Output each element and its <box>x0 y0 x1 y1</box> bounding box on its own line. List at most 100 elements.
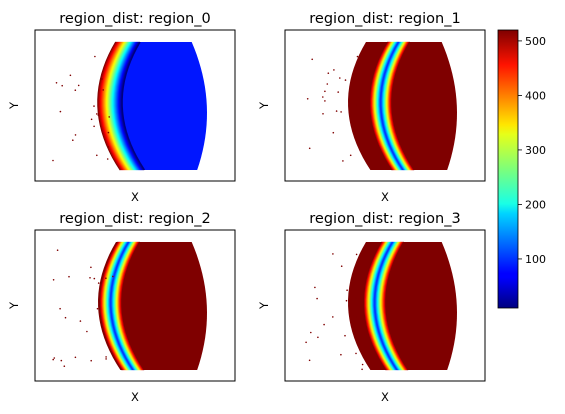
distance-band-line <box>381 41 406 171</box>
colorbar-tick-label: 300 <box>525 144 546 157</box>
distance-band-line <box>108 241 132 371</box>
distance-band-line <box>371 41 396 171</box>
panel-title: region_dist: region_3 <box>309 211 460 227</box>
outlier-point <box>79 320 82 322</box>
distance-band-line <box>120 241 145 371</box>
distance-band-line <box>386 41 411 171</box>
distance-band-line <box>382 241 407 371</box>
panel-2: region_dist: region_2 X Y <box>7 211 236 404</box>
distance-band-line <box>103 41 128 171</box>
x-axis-label: X <box>381 390 389 404</box>
distance-band-line <box>119 41 144 171</box>
distance-band-line <box>117 241 142 371</box>
outlier-point <box>97 282 100 284</box>
distance-band-line <box>118 41 143 171</box>
x-axis-label: X <box>131 190 139 204</box>
distance-band-line <box>120 41 145 171</box>
outlier-point <box>356 104 359 106</box>
distance-band-line <box>369 241 394 371</box>
distance-band-line <box>108 241 133 371</box>
outlier-point <box>361 363 364 366</box>
distance-band-line <box>108 41 133 171</box>
outlier-point <box>316 297 318 300</box>
distance-band-line <box>121 241 146 371</box>
outlier-point <box>356 55 359 58</box>
distance-band-line <box>113 241 138 371</box>
outlier-point <box>346 289 348 292</box>
distance-band-line <box>109 241 134 371</box>
outlier-point <box>358 96 361 99</box>
outlier-point <box>112 275 114 278</box>
distance-band-line <box>116 41 141 171</box>
outlier-point <box>94 55 96 58</box>
distance-band-line <box>387 41 412 171</box>
distance-band-line <box>113 41 138 171</box>
colorbar-tick-label: 400 <box>525 89 546 102</box>
outlier-point <box>340 265 343 268</box>
distance-band-line <box>115 41 140 171</box>
distance-band-line <box>378 41 403 171</box>
distance-band-line <box>378 241 403 371</box>
distance-band-line <box>109 41 134 171</box>
axes-frame <box>284 229 486 382</box>
colorbar: 100 200 300 400 500 <box>497 29 546 309</box>
panel-0: region_dist: region_0 X Y <box>7 11 236 204</box>
distance-band-line <box>100 41 124 171</box>
distance-band-line <box>99 241 124 371</box>
distance-band-line <box>365 241 389 371</box>
outlier-point <box>93 105 95 107</box>
distance-band-line <box>104 241 129 371</box>
distance-band-line <box>118 241 143 371</box>
outlier-point <box>74 356 77 359</box>
outlier-point <box>59 307 61 310</box>
outlier-point <box>105 277 107 280</box>
distance-band-line <box>368 241 393 371</box>
colorbar-tick-label: 100 <box>525 253 546 266</box>
outlier-point <box>101 78 103 80</box>
outlier-point <box>308 359 311 362</box>
outlier-point <box>93 125 95 128</box>
distance-band-line <box>384 241 409 371</box>
outlier-point <box>361 368 363 371</box>
outlier-point <box>357 273 359 275</box>
distance-band-line <box>367 241 392 371</box>
outlier-point <box>96 154 98 157</box>
colorbar-tick-label: 500 <box>525 35 546 48</box>
axes-frame <box>284 29 486 182</box>
outlier-point <box>342 160 344 162</box>
distance-band-line <box>370 41 394 171</box>
outlier-point <box>323 323 325 326</box>
distance-band-line <box>373 41 398 171</box>
outlier-point <box>306 98 309 100</box>
distance-band-line <box>389 41 414 171</box>
distance-band-line <box>115 241 140 371</box>
outlier-point <box>308 147 311 150</box>
distance-band-line <box>388 41 413 171</box>
outlier-point <box>324 100 326 102</box>
outlier-point <box>86 330 88 333</box>
outlier-point <box>72 139 74 141</box>
outlier-point <box>317 336 319 339</box>
distance-band-line <box>384 41 409 171</box>
distance-band-line <box>101 241 126 371</box>
distance-band-line <box>379 241 404 371</box>
outlier-point <box>74 89 77 91</box>
outlier-point <box>344 79 347 81</box>
colorbar-tick-label: 200 <box>525 198 546 211</box>
distance-band-line <box>101 41 125 171</box>
panel-title: region_dist: region_1 <box>309 11 460 27</box>
distance-band-line <box>106 41 131 171</box>
axes-frame <box>34 29 236 182</box>
y-axis-label: Y <box>7 301 21 310</box>
distance-band-line <box>385 241 410 371</box>
distance-band-line <box>383 41 408 171</box>
distance-band-line <box>378 41 402 171</box>
panel-title: region_dist: region_2 <box>59 211 210 227</box>
x-axis-label: X <box>131 390 139 404</box>
outlier-point <box>305 341 307 344</box>
outlier-point <box>337 91 340 93</box>
outlier-point <box>348 299 350 302</box>
outlier-point <box>333 69 335 71</box>
distance-band-line <box>117 41 142 171</box>
